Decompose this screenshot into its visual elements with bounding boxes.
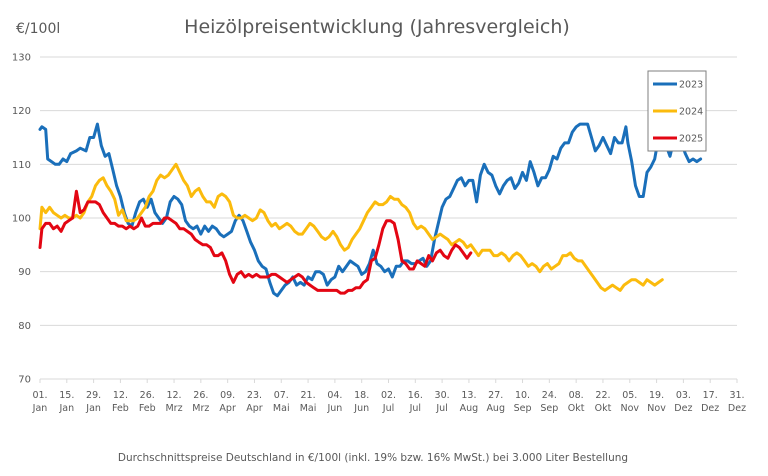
x-tick-label-month: Aug	[460, 403, 479, 414]
x-tick-label-month: Jun	[353, 403, 369, 414]
x-tick-label-day: 12.	[166, 390, 181, 401]
legend: 2023 2024 2025	[647, 70, 707, 152]
x-tick-label-day: 24.	[542, 390, 557, 401]
y-tick-label: 130	[12, 53, 31, 64]
series-line-2025	[38, 189, 473, 295]
x-tick-label-day: 02.	[381, 390, 396, 401]
series-line-2024	[38, 162, 664, 292]
x-axis: 01. Jan 15. Jan 29. Jan 12. Feb 26. Feb 12. Mrz 26. M…	[32, 378, 746, 414]
x-tick-label-day: 01.	[32, 390, 47, 401]
x-tick-label-month: Mrz	[192, 403, 209, 414]
x-tick-label-day: 13.	[461, 390, 476, 401]
y-tick-label: 70	[18, 375, 31, 386]
x-tick-label-day: 04.	[327, 390, 342, 401]
x-tick-label-day: 08.	[569, 390, 584, 401]
x-tick-label-month: Nov	[647, 403, 666, 414]
gridlines	[40, 56, 737, 380]
series-line-2023	[38, 122, 703, 298]
x-tick-label-month: Jul	[382, 403, 394, 414]
legend-label-2025: 2025	[679, 134, 703, 145]
x-tick-label-day: 26.	[140, 390, 155, 401]
x-tick-label-day: 05.	[622, 390, 637, 401]
x-tick-label-day: 26.	[193, 390, 208, 401]
x-tick-label-day: 23.	[247, 390, 262, 401]
x-tick-label-month: Mrz	[165, 403, 182, 414]
chart-footnote: Durchschnittspreise Deutschland in €/100…	[118, 452, 628, 464]
x-tick-label-day: 16.	[408, 390, 423, 401]
x-tick-label-month: Mai	[273, 403, 290, 414]
x-tick-label-month: Jan	[85, 403, 101, 414]
x-tick-label-day: 30.	[435, 390, 450, 401]
x-tick-label-day: 09.	[220, 390, 235, 401]
x-tick-label-day: 31.	[729, 390, 744, 401]
chart-title: Heizölpreisentwicklung (Jahresvergleich)	[184, 16, 570, 38]
x-tick-label-month: Mai	[300, 403, 317, 414]
y-tick-label: 80	[18, 321, 31, 332]
x-tick-label-day: 18.	[354, 390, 369, 401]
x-tick-label-month: Okt	[595, 403, 612, 414]
x-tick-label-month: Dez	[701, 403, 719, 414]
legend-label-2024: 2024	[679, 107, 703, 118]
x-tick-label-day: 10.	[515, 390, 530, 401]
x-tick-label-day: 19.	[649, 390, 664, 401]
x-tick-label-month: Sep	[514, 403, 532, 414]
y-axis-ticks: 70 80 90 100 110 120 130	[12, 53, 31, 386]
x-tick-label-month: Nov	[620, 403, 639, 414]
y-tick-label: 120	[12, 106, 31, 117]
y-tick-label: 100	[12, 214, 31, 225]
x-tick-label-day: 21.	[301, 390, 316, 401]
x-tick-label-month: Jan	[32, 403, 48, 414]
x-tick-label-day: 17.	[703, 390, 718, 401]
y-axis-label: €/100l	[16, 21, 60, 37]
x-tick-label-month: Apr	[246, 403, 263, 414]
x-tick-label-day: 07.	[274, 390, 289, 401]
series-lines	[38, 122, 703, 298]
x-tick-label-month: Feb	[112, 403, 129, 414]
legend-label-2023: 2023	[679, 80, 703, 91]
x-tick-label-day: 15.	[59, 390, 74, 401]
x-tick-label-month: Sep	[540, 403, 558, 414]
x-tick-label-month: Dez	[674, 403, 692, 414]
x-tick-label-month: Dez	[728, 403, 746, 414]
x-tick-label-month: Apr	[219, 403, 236, 414]
x-tick-label-month: Jan	[58, 403, 74, 414]
y-tick-label: 90	[18, 267, 31, 278]
y-tick-label: 110	[12, 160, 31, 171]
x-tick-label-day: 03.	[676, 390, 691, 401]
x-tick-label-month: Jul	[409, 403, 421, 414]
x-tick-label-day: 12.	[113, 390, 128, 401]
x-tick-label-day: 27.	[488, 390, 503, 401]
x-tick-label-month: Okt	[568, 403, 585, 414]
x-tick-label-month: Jun	[326, 403, 342, 414]
x-tick-label-day: 22.	[595, 390, 610, 401]
x-tick-label-month: Aug	[486, 403, 505, 414]
x-tick-label-month: Jul	[435, 403, 447, 414]
x-tick-label-day: 29.	[86, 390, 101, 401]
x-tick-label-month: Feb	[139, 403, 156, 414]
